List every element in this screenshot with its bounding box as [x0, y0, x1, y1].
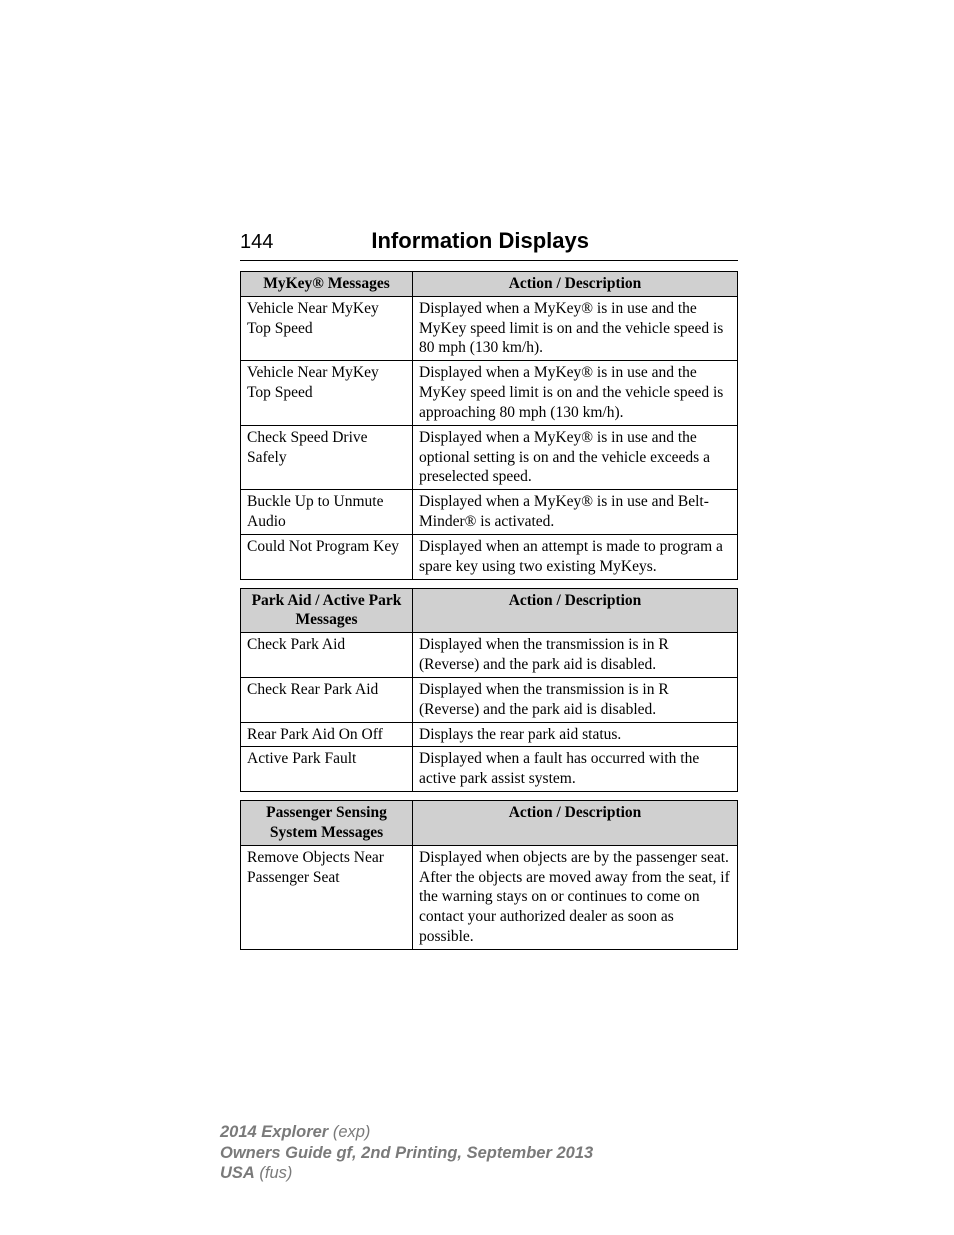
table-row: Check Speed Drive Safely Displayed when …: [241, 425, 738, 489]
table-row: Could Not Program Key Displayed when an …: [241, 534, 738, 579]
table-row: Vehicle Near MyKey Top Speed Displayed w…: [241, 296, 738, 360]
message-cell: Check Rear Park Aid: [241, 677, 413, 722]
col-header-action: Action / Description: [413, 801, 738, 846]
table-row: Check Park Aid Displayed when the transm…: [241, 633, 738, 678]
message-cell: Vehicle Near MyKey Top Speed: [241, 361, 413, 425]
col-header-action: Action / Description: [413, 588, 738, 633]
table-row: Vehicle Near MyKey Top Speed Displayed w…: [241, 361, 738, 425]
page-footer: 2014 Explorer (exp) Owners Guide gf, 2nd…: [220, 1122, 740, 1184]
message-cell: Vehicle Near MyKey Top Speed: [241, 296, 413, 360]
message-cell: Check Park Aid: [241, 633, 413, 678]
message-cell: Could Not Program Key: [241, 534, 413, 579]
description-cell: Displayed when the transmission is in R …: [413, 677, 738, 722]
footer-region: USA: [220, 1164, 255, 1182]
description-cell: Displays the rear park aid status.: [413, 722, 738, 747]
tables-container: MyKey® Messages Action / Description Veh…: [240, 271, 738, 958]
col-header-action: Action / Description: [413, 272, 738, 297]
page-number: 144: [240, 231, 273, 254]
footer-region-code: (fus): [255, 1164, 293, 1182]
table-row: Active Park Fault Displayed when a fault…: [241, 747, 738, 792]
mykey-messages-table: MyKey® Messages Action / Description Veh…: [240, 271, 738, 580]
description-cell: Displayed when a MyKey® is in use and th…: [413, 425, 738, 489]
description-cell: Displayed when a MyKey® is in use and th…: [413, 296, 738, 360]
footer-line-3: USA (fus): [220, 1163, 740, 1184]
table-row: Check Rear Park Aid Displayed when the t…: [241, 677, 738, 722]
message-cell: Remove Objects Near Passenger Seat: [241, 845, 413, 949]
description-cell: Displayed when objects are by the passen…: [413, 845, 738, 949]
description-cell: Displayed when a MyKey® is in use and th…: [413, 361, 738, 425]
park-aid-messages-table: Park Aid / Active Park Messages Action /…: [240, 588, 738, 792]
footer-model: 2014 Explorer: [220, 1123, 328, 1141]
footer-model-code: (exp): [328, 1123, 370, 1141]
passenger-sensing-messages-table: Passenger Sensing System Messages Action…: [240, 800, 738, 950]
col-header-messages: Passenger Sensing System Messages: [241, 801, 413, 846]
message-cell: Buckle Up to Unmute Audio: [241, 490, 413, 535]
page-header: 144 Information Displays: [240, 228, 738, 261]
table-header-row: Passenger Sensing System Messages Action…: [241, 801, 738, 846]
footer-line-2: Owners Guide gf, 2nd Printing, September…: [220, 1143, 740, 1164]
message-cell: Check Speed Drive Safely: [241, 425, 413, 489]
col-header-messages: Park Aid / Active Park Messages: [241, 588, 413, 633]
message-cell: Active Park Fault: [241, 747, 413, 792]
description-cell: Displayed when the transmission is in R …: [413, 633, 738, 678]
table-row: Rear Park Aid On Off Displays the rear p…: [241, 722, 738, 747]
description-cell: Displayed when a fault has occurred with…: [413, 747, 738, 792]
table-header-row: MyKey® Messages Action / Description: [241, 272, 738, 297]
page: 144 Information Displays MyKey® Messages…: [0, 0, 954, 1235]
page-title: Information Displays: [371, 228, 589, 254]
description-cell: Displayed when an attempt is made to pro…: [413, 534, 738, 579]
message-cell: Rear Park Aid On Off: [241, 722, 413, 747]
table-row: Buckle Up to Unmute Audio Displayed when…: [241, 490, 738, 535]
table-row: Remove Objects Near Passenger Seat Displ…: [241, 845, 738, 949]
footer-line-1: 2014 Explorer (exp): [220, 1122, 740, 1143]
table-header-row: Park Aid / Active Park Messages Action /…: [241, 588, 738, 633]
col-header-messages: MyKey® Messages: [241, 272, 413, 297]
description-cell: Displayed when a MyKey® is in use and Be…: [413, 490, 738, 535]
